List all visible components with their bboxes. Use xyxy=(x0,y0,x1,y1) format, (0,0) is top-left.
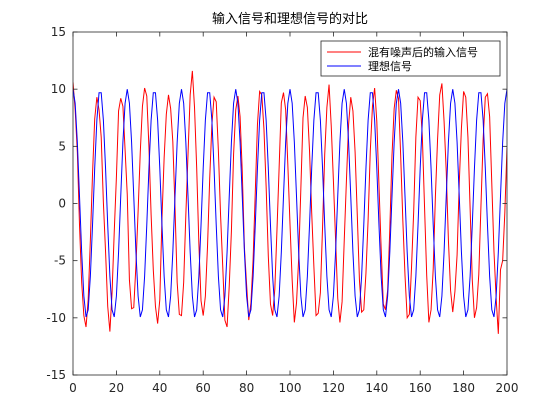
legend: 混有噪声后的输入信号 理想信号 xyxy=(320,40,501,77)
x-tick-label: 160 xyxy=(409,381,432,395)
y-tick-label: 15 xyxy=(51,25,66,39)
y-tick-label: -15 xyxy=(46,368,66,382)
x-tick-label: 120 xyxy=(322,381,345,395)
y-tick-label: 10 xyxy=(51,82,66,96)
y-tick-label: 0 xyxy=(58,197,66,211)
x-tick-label: 200 xyxy=(496,381,519,395)
x-tick-label: 40 xyxy=(152,381,167,395)
ticks-layer: 0 20 40 60 80 100 120 140 160 180 200 -15 -10 -5 0 5 10 1… xyxy=(46,25,518,395)
series-line-ideal xyxy=(73,89,507,318)
x-tick-label: 60 xyxy=(196,381,211,395)
x-tick-label: 80 xyxy=(239,381,254,395)
y-tick-label: 5 xyxy=(58,139,66,153)
y-tick-label: -10 xyxy=(46,311,66,325)
y-tick-label: -5 xyxy=(54,254,66,268)
series-line-noisy xyxy=(73,70,507,334)
x-tick-label: 140 xyxy=(365,381,388,395)
x-tick-label: 0 xyxy=(69,381,77,395)
x-tick-label: 20 xyxy=(109,381,124,395)
legend-label-noisy: 混有噪声后的输入信号 xyxy=(368,45,478,59)
x-tick-label: 180 xyxy=(452,381,475,395)
legend-box xyxy=(320,40,501,77)
x-tick-label: 100 xyxy=(279,381,302,395)
legend-label-ideal: 理想信号 xyxy=(368,59,412,73)
series-layer xyxy=(73,70,507,334)
chart-title: 输入信号和理想信号的对比 xyxy=(212,11,368,27)
